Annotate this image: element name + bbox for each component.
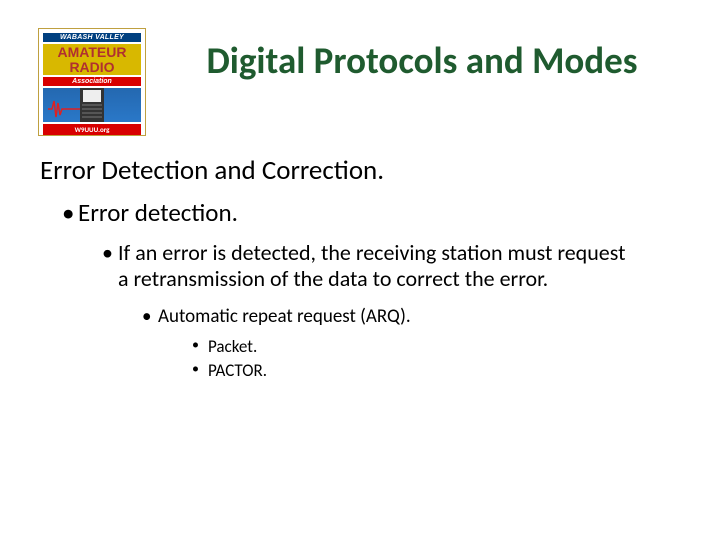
- logo-line-3: Association: [43, 77, 141, 86]
- club-logo: WABASH VALLEY AMATEUR RADIO Association …: [38, 28, 146, 136]
- section-heading: Error Detection and Correction.: [40, 154, 682, 187]
- bullet-level-4: Packet.: [40, 336, 682, 357]
- radio-device-icon: [80, 88, 104, 122]
- bullet-level-1: Error detection.: [40, 197, 682, 228]
- slide: WABASH VALLEY AMATEUR RADIO Association …: [0, 0, 720, 540]
- logo-line-1: WABASH VALLEY: [43, 33, 141, 42]
- logo-callsign: W9UUU.org: [43, 124, 141, 135]
- logo-line-2: AMATEUR RADIO: [43, 44, 141, 75]
- waveform-icon: [47, 98, 83, 120]
- slide-header: WABASH VALLEY AMATEUR RADIO Association …: [38, 28, 682, 136]
- slide-content: Error Detection and Correction. Error de…: [38, 154, 682, 381]
- bullet-level-4: PACTOR.: [40, 360, 682, 381]
- bullet-level-2: If an error is detected, the receiving s…: [40, 240, 630, 293]
- logo-graphic: [43, 88, 141, 122]
- slide-title: Digital Protocols and Modes: [162, 28, 682, 83]
- bullet-level-3: Automatic repeat request (ARQ).: [40, 305, 682, 328]
